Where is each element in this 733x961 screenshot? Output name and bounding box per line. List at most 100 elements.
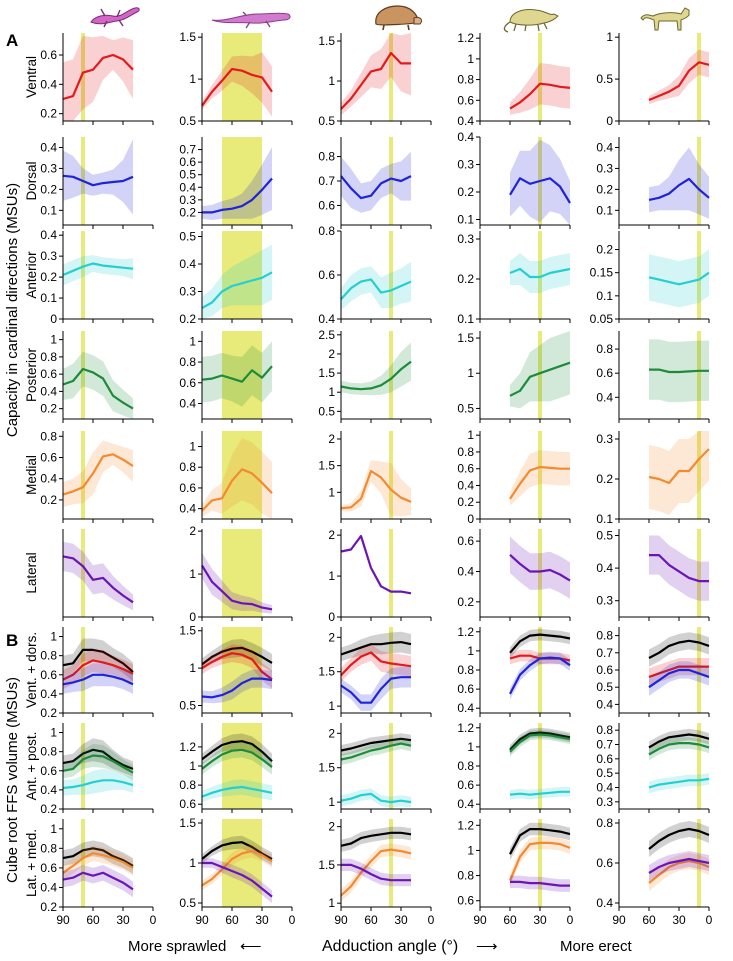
anterior-line bbox=[509, 267, 571, 279]
y-tick-label: 1.5 bbox=[179, 624, 196, 638]
panel-dorsal-col4: 0.1 0.2 0.3 0.4 bbox=[457, 130, 571, 229]
medial-line bbox=[62, 453, 134, 496]
posture-highlight-band bbox=[222, 137, 262, 225]
anterior-line bbox=[648, 777, 710, 789]
y-tick-label: 0 bbox=[606, 114, 613, 128]
posterior-line bbox=[649, 368, 709, 374]
y-tick-label: 0.2 bbox=[40, 900, 57, 914]
y-tick-label: 0.5 bbox=[179, 230, 196, 244]
dorsal-line bbox=[509, 177, 571, 204]
y-tick-label: 1 bbox=[50, 630, 57, 644]
y-tick-label: 1 bbox=[467, 52, 474, 66]
posture-highlight-band bbox=[538, 819, 542, 907]
lateral-line bbox=[341, 863, 411, 882]
posture-highlight-band bbox=[389, 529, 393, 617]
total-line bbox=[62, 847, 134, 867]
ventral-line bbox=[62, 53, 134, 101]
ventral-line bbox=[62, 659, 134, 681]
lizard-legs bbox=[242, 11, 271, 29]
panel-medial-col4: 0 0.2 0.4 0.6 0.8 1 bbox=[457, 428, 571, 526]
y-tick-label: 0.4 bbox=[40, 687, 57, 701]
total-ci-band bbox=[202, 733, 272, 769]
medial-line bbox=[340, 848, 412, 897]
y-tick-label: 0.3 bbox=[596, 795, 613, 809]
y-tick-label: 0.4 bbox=[596, 697, 613, 711]
y-tick-label: 0.4 bbox=[596, 140, 613, 154]
armadillo-head bbox=[413, 17, 423, 25]
y-tick-label: 1.5 bbox=[179, 30, 196, 44]
lateral-line bbox=[202, 861, 273, 898]
y-tick-label: 0.6 bbox=[457, 534, 474, 548]
lateral-ci-band bbox=[649, 851, 709, 881]
ventral-ci-band bbox=[649, 49, 709, 105]
posture-highlight-band bbox=[81, 33, 85, 121]
y-tick-label: 0.2 bbox=[40, 802, 57, 816]
y-tick-label: 0.5 bbox=[596, 529, 613, 543]
y-tick-label: 0.2 bbox=[457, 272, 474, 286]
posterior-ci-band bbox=[341, 342, 411, 396]
y-tick-label: 2 bbox=[189, 524, 196, 538]
posterior-ci-band bbox=[63, 744, 133, 781]
y-tick-label: 0.1 bbox=[457, 213, 474, 227]
y-tick-label: 0.4 bbox=[179, 396, 196, 410]
anterior-ci-band bbox=[649, 773, 709, 794]
panel-label-b: B bbox=[6, 631, 18, 650]
posture-highlight-band bbox=[81, 231, 85, 319]
posture-highlight-band bbox=[538, 33, 542, 121]
posture-highlight-band bbox=[697, 137, 701, 225]
y-tick-label: 0.8 bbox=[40, 649, 57, 663]
x-tick-label: 60 bbox=[225, 913, 239, 927]
y-tick-label: 0.7 bbox=[179, 143, 196, 157]
y-tick-label: 0.4 bbox=[596, 390, 613, 404]
y-tick-label: 0 bbox=[328, 610, 335, 624]
y-tick-label: 0.5 bbox=[318, 404, 335, 418]
panel-anterior-col2: 0.2 0.3 0.4 0.5 bbox=[179, 230, 293, 326]
anterior-line bbox=[62, 262, 134, 277]
panel-label-a: A bbox=[6, 31, 18, 50]
x-label-sprawled: More sprawled bbox=[128, 938, 226, 955]
y-tick-label: 1 bbox=[467, 428, 474, 442]
y-tick-label: 1.2 bbox=[179, 740, 196, 754]
y-tick-label: 0.8 bbox=[596, 342, 613, 356]
row-label: Lateral bbox=[24, 552, 39, 593]
anterior-ci-band bbox=[202, 779, 272, 803]
total-line bbox=[648, 733, 710, 749]
y-tick-label: 0.4 bbox=[457, 130, 474, 144]
y-tick-label: 0.1 bbox=[457, 312, 474, 326]
medial-ci-band bbox=[63, 440, 133, 508]
y-tick-label: 0.7 bbox=[318, 174, 335, 188]
salamander-body bbox=[90, 7, 140, 25]
anterior-line bbox=[62, 779, 134, 790]
y-tick-label: 0.6 bbox=[40, 668, 57, 682]
panel-ventral-col5: 00.51 bbox=[596, 30, 710, 128]
y-tick-label: 0.6 bbox=[40, 451, 57, 465]
lateral-ci-band bbox=[649, 535, 709, 601]
x-tick-label: 30 bbox=[116, 913, 130, 927]
x-tick-label: 90 bbox=[473, 913, 487, 927]
ventral-ci-band bbox=[649, 658, 709, 686]
posture-highlight-band bbox=[697, 431, 701, 519]
panel-dorsal-col1: 0.1 0.2 0.3 0.4 bbox=[40, 137, 154, 229]
posture-highlight-band bbox=[81, 431, 85, 519]
y-tick-label: 1 bbox=[328, 74, 335, 88]
panel-ventral-col4: 0.4 0.6 0.8 1 1.2 bbox=[457, 31, 571, 128]
posture-highlight-band bbox=[697, 33, 701, 121]
dorsal-ci-band bbox=[341, 666, 411, 711]
panel-ant-post--col5: 0.30.40.50.60.70.8 bbox=[596, 723, 710, 813]
salamander-legs bbox=[100, 8, 124, 28]
x-arrow-right: ⟶ bbox=[476, 938, 498, 955]
posture-highlight-band bbox=[389, 723, 393, 809]
panel-lat-med--col4: 0.6 0.8 1 1.2 90 60 30 0 bbox=[457, 818, 573, 927]
y-tick-label: 0.1 bbox=[596, 203, 613, 217]
anterior-line bbox=[201, 785, 273, 798]
y-tick-label: 0.6 bbox=[457, 682, 474, 696]
posture-highlight-band bbox=[538, 231, 542, 319]
anterior-line bbox=[509, 790, 570, 796]
posterior-line bbox=[201, 748, 273, 770]
y-tick-label: 0.2 bbox=[179, 205, 196, 219]
opossum-icon bbox=[503, 9, 559, 33]
panel-vent-dors--col2: 0.5 1 1.5 bbox=[179, 624, 293, 717]
panel-vent-dors--col4: 0.4 0.6 0.8 1 1.2 bbox=[457, 625, 571, 717]
x-axis-label: Adduction angle (°) bbox=[322, 938, 458, 955]
anterior-ci-band bbox=[63, 255, 133, 286]
